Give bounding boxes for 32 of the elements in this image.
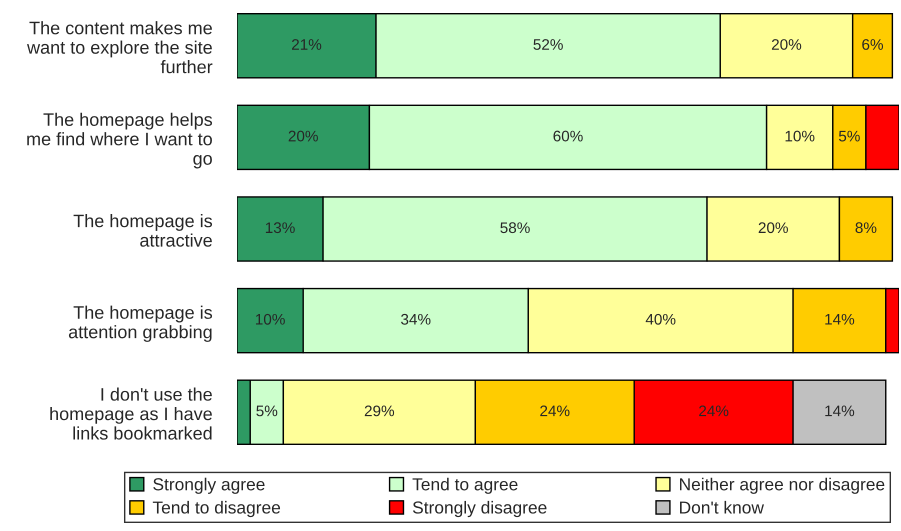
- y-tick-label: I don't use the homepage as I have links bookmarked: [50, 388, 212, 440]
- data-label: 60%: [553, 130, 583, 142]
- data-label: 52%: [533, 39, 563, 50]
- data-label: 20%: [772, 39, 802, 50]
- data-label: 24%: [540, 405, 570, 416]
- data-label: 29%: [364, 405, 394, 416]
- data-label: 21%: [292, 39, 322, 50]
- data-label: 40%: [646, 314, 676, 325]
- data-label: 8%: [856, 222, 876, 234]
- data-label: 20%: [758, 222, 788, 234]
- legend-label: Tend to agree: [412, 478, 518, 494]
- data-label: 34%: [401, 314, 430, 325]
- data-label: 10%: [256, 314, 285, 325]
- y-tick-label: The homepage helps me find where I want to go: [27, 112, 212, 168]
- legend-label: Don't know: [680, 500, 764, 514]
- data-label: 13%: [266, 222, 295, 234]
- legend-label: Strongly disagree: [412, 500, 546, 518]
- data-label: 5%: [838, 130, 860, 142]
- y-tick-label: The homepage is attention grabbing: [68, 306, 212, 342]
- data-label: 6%: [862, 39, 884, 50]
- data-label: 14%: [825, 314, 854, 325]
- data-label: 24%: [699, 405, 728, 416]
- legend-label: Strongly agree: [153, 478, 265, 494]
- legend-label: Neither agree nor disagree: [680, 478, 884, 494]
- data-label: 10%: [786, 130, 814, 142]
- y-tick-label: The content makes me want to explore the site further: [27, 21, 212, 74]
- data-label: 5%: [256, 406, 278, 416]
- legend-label: Tend to disagree: [152, 500, 280, 518]
- data-label: 20%: [288, 130, 318, 142]
- y-tick-label: The homepage is attractive: [74, 214, 212, 247]
- data-label: 14%: [825, 406, 854, 416]
- data-label: 58%: [500, 222, 530, 234]
